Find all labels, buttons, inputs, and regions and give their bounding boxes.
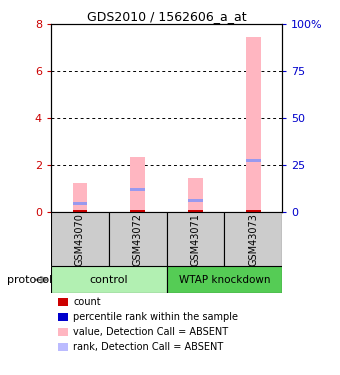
- Text: WTAP knockdown: WTAP knockdown: [178, 275, 270, 285]
- Text: rank, Detection Call = ABSENT: rank, Detection Call = ABSENT: [73, 342, 223, 352]
- Bar: [188, 210, 203, 212]
- Text: count: count: [73, 297, 101, 307]
- Bar: [224, 212, 282, 266]
- Text: protocol: protocol: [7, 275, 52, 285]
- Text: percentile rank within the sample: percentile rank within the sample: [73, 312, 238, 322]
- Bar: [131, 157, 145, 212]
- Bar: [188, 199, 203, 202]
- Bar: [73, 202, 87, 205]
- Bar: [167, 212, 224, 266]
- Text: value, Detection Call = ABSENT: value, Detection Call = ABSENT: [73, 327, 228, 337]
- Bar: [51, 212, 109, 266]
- Bar: [73, 183, 87, 212]
- Bar: [246, 37, 260, 212]
- Text: control: control: [89, 275, 128, 285]
- Bar: [246, 210, 260, 212]
- Bar: [188, 178, 203, 212]
- Text: GSM43073: GSM43073: [248, 213, 258, 266]
- Bar: [246, 159, 260, 162]
- Text: GSM43072: GSM43072: [133, 213, 143, 266]
- Bar: [73, 210, 87, 212]
- Bar: [167, 266, 282, 293]
- Text: GSM43070: GSM43070: [75, 213, 85, 266]
- Bar: [131, 210, 145, 212]
- Bar: [109, 212, 167, 266]
- Bar: [51, 266, 167, 293]
- Bar: [131, 188, 145, 191]
- Text: GSM43071: GSM43071: [190, 213, 201, 266]
- Title: GDS2010 / 1562606_a_at: GDS2010 / 1562606_a_at: [87, 10, 246, 23]
